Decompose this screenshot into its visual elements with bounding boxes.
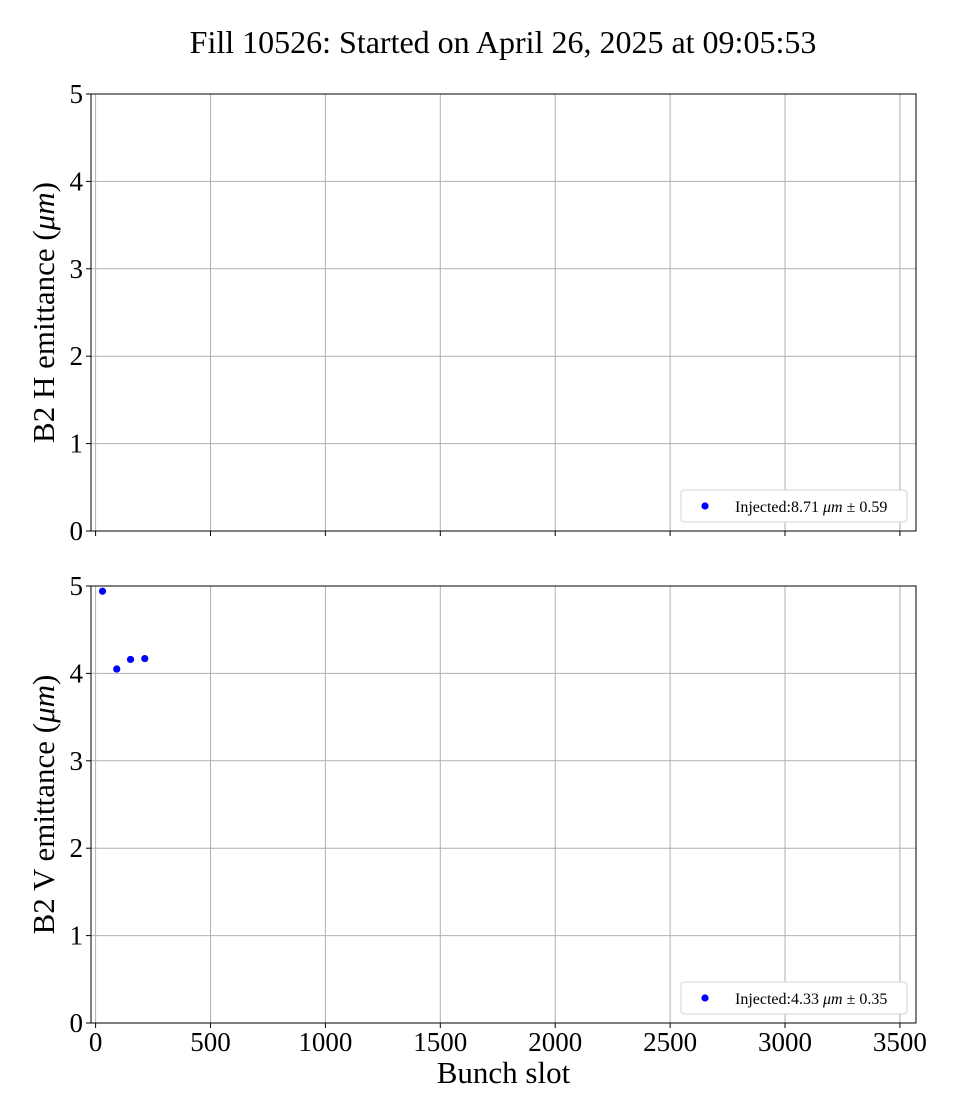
y-tick-label: 1 bbox=[70, 429, 84, 459]
x-tick-label: 500 bbox=[190, 1027, 231, 1057]
x-tick-label: 3000 bbox=[758, 1027, 812, 1057]
data-point bbox=[126, 655, 135, 664]
plot-2: 0 500 1000 1500 2000 2500 3000 3500 0 1 2 3 4 5 B2 V e… bbox=[26, 571, 927, 1090]
y-tick-label: 4 bbox=[70, 658, 84, 688]
y-tick-label: 2 bbox=[70, 341, 84, 371]
y-axis-label-text: B2 H emittance ( bbox=[26, 230, 61, 443]
data-point bbox=[113, 665, 121, 673]
figure-title: Fill 10526: Started on April 26, 2025 at… bbox=[190, 24, 817, 60]
axes-frame bbox=[90, 585, 917, 1024]
y-axis-label: B2 V emittance (μm) bbox=[26, 675, 61, 935]
y-axis-label-close: ) bbox=[26, 182, 61, 192]
legend-label-prefix: Injected:8.71 bbox=[735, 499, 823, 516]
x-tick-label: 0 bbox=[89, 1027, 103, 1057]
legend-label-prefix: Injected:4.33 bbox=[735, 991, 823, 1008]
legend-label: Injected:8.71 μm ± 0.59 bbox=[735, 499, 887, 516]
y-tick-label: 0 bbox=[70, 1008, 84, 1038]
y-tick-label: 5 bbox=[70, 79, 84, 109]
x-tick-label: 1500 bbox=[413, 1027, 467, 1057]
x-tick-label: 2500 bbox=[643, 1027, 697, 1057]
legend-label-unit: μm bbox=[822, 991, 843, 1008]
x-tick-label: 2000 bbox=[528, 1027, 582, 1057]
y-tick-label: 3 bbox=[70, 254, 84, 284]
y-tick-label: 4 bbox=[70, 166, 84, 196]
legend-box bbox=[680, 489, 908, 523]
y-tick-label: 0 bbox=[70, 516, 84, 546]
legend-label: Injected:4.33 μm ± 0.35 bbox=[735, 991, 887, 1008]
legend: Injected:8.71 μm ± 0.59 bbox=[680, 489, 908, 523]
x-tick-label: 3500 bbox=[873, 1027, 927, 1057]
legend-label-suffix: ± 0.35 bbox=[843, 991, 888, 1008]
legend-marker bbox=[701, 994, 709, 1002]
legend-marker bbox=[701, 502, 709, 510]
y-tick-label: 2 bbox=[70, 833, 84, 863]
legend-label-suffix: ± 0.59 bbox=[843, 499, 888, 516]
data-point bbox=[98, 587, 107, 595]
x-axis-label: Bunch slot bbox=[437, 1055, 571, 1090]
axes-frame bbox=[90, 93, 917, 532]
y-axis-label-close: ) bbox=[26, 675, 61, 685]
y-tick-label: 1 bbox=[70, 921, 84, 951]
x-tick-label: 1000 bbox=[298, 1027, 352, 1057]
legend-box bbox=[680, 981, 908, 1015]
y-axis-label-text: B2 V emittance ( bbox=[26, 723, 61, 935]
y-axis-label: B2 H emittance (μm) bbox=[26, 182, 61, 443]
legend: Injected:4.33 μm ± 0.35 bbox=[680, 981, 908, 1015]
y-axis-label-unit: μm bbox=[26, 192, 61, 231]
legend-label-unit: μm bbox=[822, 499, 843, 516]
y-tick-label: 5 bbox=[70, 571, 84, 601]
data-point bbox=[141, 654, 149, 663]
y-tick-label: 3 bbox=[70, 746, 84, 776]
y-axis-label-unit: μm bbox=[26, 685, 61, 724]
